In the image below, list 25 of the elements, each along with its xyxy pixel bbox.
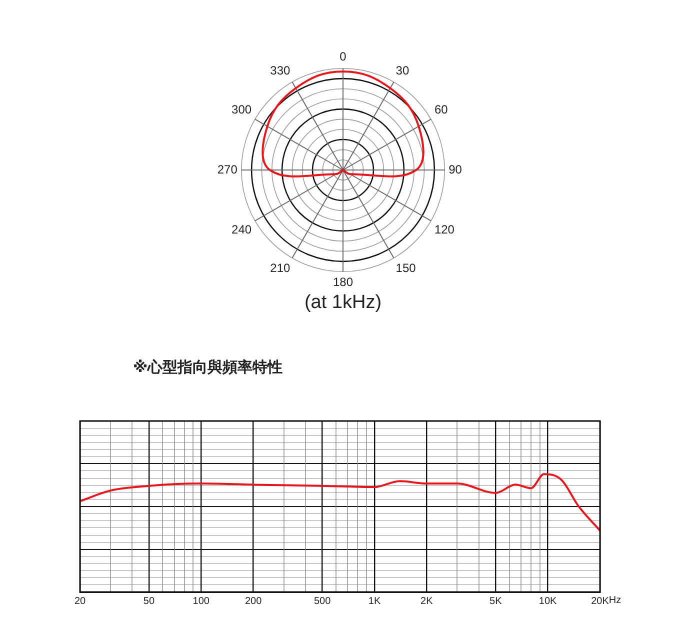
x-tick-label: 100 — [192, 596, 210, 607]
spoke-label: 120 — [434, 222, 455, 236]
spoke-label: 330 — [270, 64, 291, 78]
x-tick-label: 50 — [143, 596, 155, 607]
x-axis-title: Hz — [608, 594, 622, 606]
x-tick-label: 1K — [368, 596, 381, 607]
text: (at 1kHz) — [303, 292, 383, 314]
spoke-label: 150 — [396, 260, 416, 275]
x-tick-label: 5K — [490, 596, 502, 607]
spoke-label: 240 — [232, 222, 252, 236]
x-tick-label: 200 — [244, 596, 262, 607]
spoke-label: 180 — [332, 275, 354, 290]
x-tick-label: 20 — [74, 596, 86, 607]
spoke-label: 30 — [396, 64, 410, 78]
spoke-label: 210 — [270, 260, 291, 275]
spoke-label: 270 — [217, 162, 238, 176]
spoke-label: 90 — [448, 162, 462, 176]
x-tick-label: 500 — [314, 596, 332, 607]
spoke-label: 60 — [434, 102, 448, 116]
spoke-label: 300 — [232, 102, 252, 116]
x-tick-label: 20K — [591, 596, 610, 607]
x-tick-label: 2K — [420, 596, 434, 607]
spoke-label: 0 — [340, 50, 347, 64]
chart-title: ※心型指向與頻率特性 — [133, 358, 283, 377]
x-tick-label: 10K — [538, 596, 558, 607]
